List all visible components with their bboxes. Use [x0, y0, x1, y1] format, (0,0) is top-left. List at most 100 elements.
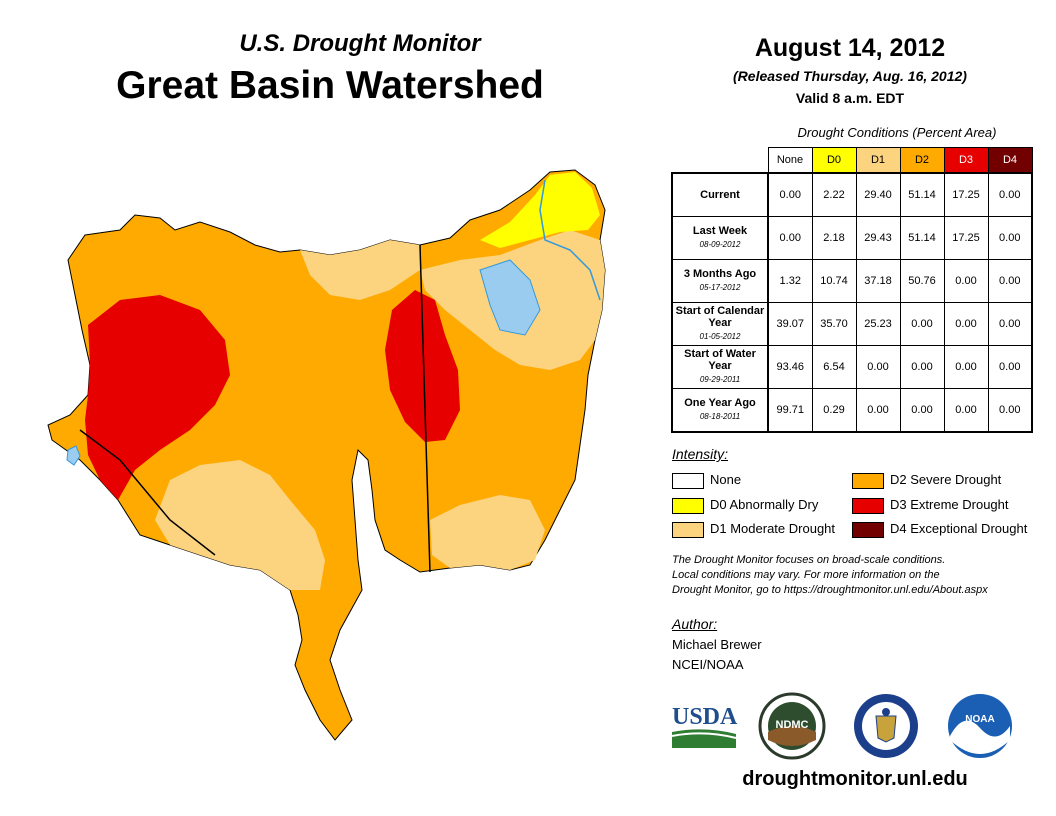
legend-label: D3 Extreme Drought [890, 497, 1009, 512]
d3-region-central [385, 290, 460, 442]
row-date: 05-17-2012 [699, 283, 741, 292]
column-header-d0: D0 [811, 147, 857, 174]
legend-item-d3: D3 Extreme Drought [852, 496, 1009, 514]
table-row: Start of Water Year 09-29-2011 93.46 6.54 0.… [671, 345, 1033, 389]
legend-item-d2: D2 Severe Drought [852, 471, 1001, 489]
row-label: Last Week 08-09-2012 [671, 216, 769, 260]
table-cell: 10.74 [811, 259, 857, 303]
website-url[interactable]: droughtmonitor.unl.edu [742, 768, 968, 790]
lake-tahoe [66, 445, 81, 466]
map-supertitle: U.S. Drought Monitor [239, 30, 481, 57]
table-cell: 0.00 [987, 345, 1033, 389]
drought-map [47, 169, 606, 741]
ndmc-logo: NDMC [758, 692, 826, 760]
table-cell: 0.00 [855, 345, 901, 389]
legend-swatch [852, 521, 884, 538]
legend-item-d4: D4 Exceptional Drought [852, 520, 1027, 538]
author-heading: Author: [672, 616, 718, 632]
table-cell: 2.18 [811, 216, 857, 260]
table-cell: 0.00 [987, 388, 1033, 433]
table-cell: 0.00 [943, 259, 989, 303]
legend-swatch [852, 497, 884, 514]
table-corner [672, 148, 768, 174]
row-label: Start of Calendar Year 01-05-2012 [671, 302, 769, 346]
row-date: 01-05-2012 [699, 332, 741, 341]
row-date: 09-29-2011 [699, 375, 741, 384]
state-boundary-ca-nv [79, 429, 216, 556]
legend-swatch [672, 472, 704, 489]
d3-region-west [85, 295, 230, 500]
table-cell: 29.43 [855, 216, 901, 260]
note-line: The Drought Monitor focuses on broad-sca… [672, 554, 946, 566]
table-row: One Year Ago 08-18-2011 99.71 0.29 0.00 0.00 0… [671, 388, 1033, 433]
table-cell: 0.00 [987, 259, 1033, 303]
row-label-text: Last Week [692, 225, 748, 237]
release-date: (Released Thursday, Aug. 16, 2012) [733, 68, 967, 84]
row-label: One Year Ago 08-18-2011 [671, 388, 769, 433]
row-label-text: Current [700, 189, 740, 201]
table-cell: 0.29 [811, 388, 857, 433]
table-row: Last Week 08-09-2012 0.00 2.18 29.43 51.14 17.… [671, 216, 1033, 260]
table-cell: 0.00 [943, 302, 989, 346]
table-row: Start of Calendar Year 01-05-2012 39.07 35.… [671, 302, 1033, 346]
table-cell: 0.00 [767, 172, 813, 217]
table-row: Current 0.00 2.22 29.40 51.14 17.25 0.00 [671, 172, 1033, 217]
d1-region-south-central [155, 460, 325, 590]
valid-time: Valid 8 a.m. EDT [795, 90, 905, 106]
d1-region-southeast [430, 495, 545, 570]
table-cell: 0.00 [987, 172, 1033, 217]
legend-label: D1 Moderate Drought [710, 521, 836, 536]
legend-item-d0: D0 Abnormally Dry [672, 496, 818, 514]
row-label-text: 3 Months Ago [683, 268, 757, 280]
table-cell: 0.00 [987, 302, 1033, 346]
drought-conditions-table: None D0 D1 D2 D3 D4 Current 0.00 2.22 29.40… [671, 147, 1033, 433]
row-label-text: Start of Calendar Year [675, 305, 765, 329]
map-title: Great Basin Watershed [116, 64, 544, 107]
table-body: Current 0.00 2.22 29.40 51.14 17.25 0.00 Last W… [671, 172, 1033, 433]
table-cell: 0.00 [899, 345, 945, 389]
noaa-logo: NOAA [948, 694, 1012, 758]
note-line: Local conditions may vary. For more info… [672, 569, 940, 581]
table-cell: 99.71 [767, 388, 813, 433]
partner-logos: USDA NDMC NOAA [671, 692, 1012, 760]
lake-great-salt [479, 259, 541, 336]
table-cell: 93.46 [767, 345, 813, 389]
usda-logo: USDA [671, 704, 738, 748]
table-cell: 50.76 [899, 259, 945, 303]
state-boundary-nv-ut [419, 244, 431, 573]
table-cell: 6.54 [811, 345, 857, 389]
row-date: 08-09-2012 [699, 240, 741, 249]
legend-label: D0 Abnormally Dry [710, 497, 819, 512]
table-cell: 0.00 [987, 216, 1033, 260]
table-cell: 1.32 [767, 259, 813, 303]
legend-swatch [672, 497, 704, 514]
table-cell: 0.00 [899, 302, 945, 346]
author-org: NCEI/NOAA [672, 657, 744, 672]
table-caption: Drought Conditions (Percent Area) [797, 125, 997, 140]
table-row: 3 Months Ago 05-17-2012 1.32 10.74 37.18 50.7… [671, 259, 1033, 303]
table-cell: 17.25 [943, 216, 989, 260]
column-header-d2: D2 [899, 147, 945, 174]
column-header-d1: D1 [855, 147, 901, 174]
table-cell: 25.23 [855, 302, 901, 346]
row-date: 08-18-2011 [699, 412, 741, 421]
legend-label: D4 Exceptional Drought [890, 521, 1028, 536]
table-cell: 51.14 [899, 172, 945, 217]
column-header-none: None [767, 147, 813, 174]
noaa-logo-text: NOAA [965, 714, 994, 725]
author-name: Michael Brewer [672, 637, 762, 652]
table-cell: 37.18 [855, 259, 901, 303]
note-line: Drought Monitor, go to https://droughtmo… [672, 584, 988, 596]
legend-item-d1: D1 Moderate Drought [672, 520, 835, 538]
legend-swatch [672, 521, 704, 538]
row-label: Current [671, 172, 769, 217]
table-cell: 0.00 [943, 388, 989, 433]
doc-seal-logo [854, 694, 918, 758]
row-label-text: Start of Water Year [684, 348, 756, 372]
river-bear [539, 179, 601, 301]
legend-swatch [852, 472, 884, 489]
table-cell: 39.07 [767, 302, 813, 346]
d1-region-northwest [300, 240, 420, 300]
row-label: Start of Water Year 09-29-2011 [671, 345, 769, 389]
table-cell: 35.70 [811, 302, 857, 346]
